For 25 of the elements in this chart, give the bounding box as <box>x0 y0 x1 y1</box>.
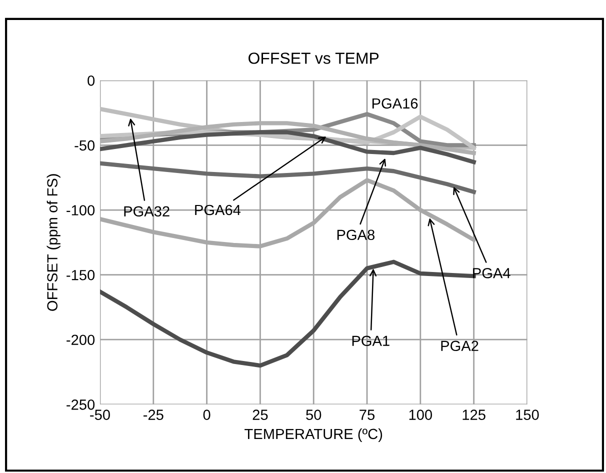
x-tick-label: 150 <box>516 410 539 420</box>
x-tick-label: -50 <box>90 410 110 420</box>
y-axis-title: OFFSET (ppm of FS) <box>46 174 60 311</box>
chart-title: OFFSET vs TEMP <box>248 52 379 64</box>
annotation: PGA2 <box>441 340 478 352</box>
annotation: PGA64 <box>195 204 241 216</box>
y-tick-label: -150 <box>66 270 95 280</box>
x-tick-label: 50 <box>306 410 322 420</box>
annotation: PGA16 <box>372 98 418 109</box>
x-axis-title: TEMPERATURE (ºC) <box>244 428 382 442</box>
x-tick-label: 0 <box>203 410 210 420</box>
x-tick-label: -25 <box>144 410 164 420</box>
y-tick-label: -100 <box>66 205 95 216</box>
y-tick-label: -200 <box>66 334 95 346</box>
x-tick-label: 100 <box>409 410 432 420</box>
y-tick-label: 0 <box>88 76 95 86</box>
x-tick-label: 25 <box>252 410 268 420</box>
y-tick-label: -250 <box>66 400 95 410</box>
x-tick-label: 125 <box>462 410 486 420</box>
annotation: PGA1 <box>352 336 390 346</box>
annotation: PGA8 <box>337 230 374 240</box>
x-tick-label: 75 <box>360 410 375 420</box>
annotation: PGA32 <box>124 206 170 217</box>
annotation: PGA4 <box>473 268 510 278</box>
y-tick-label: -50 <box>74 140 95 151</box>
